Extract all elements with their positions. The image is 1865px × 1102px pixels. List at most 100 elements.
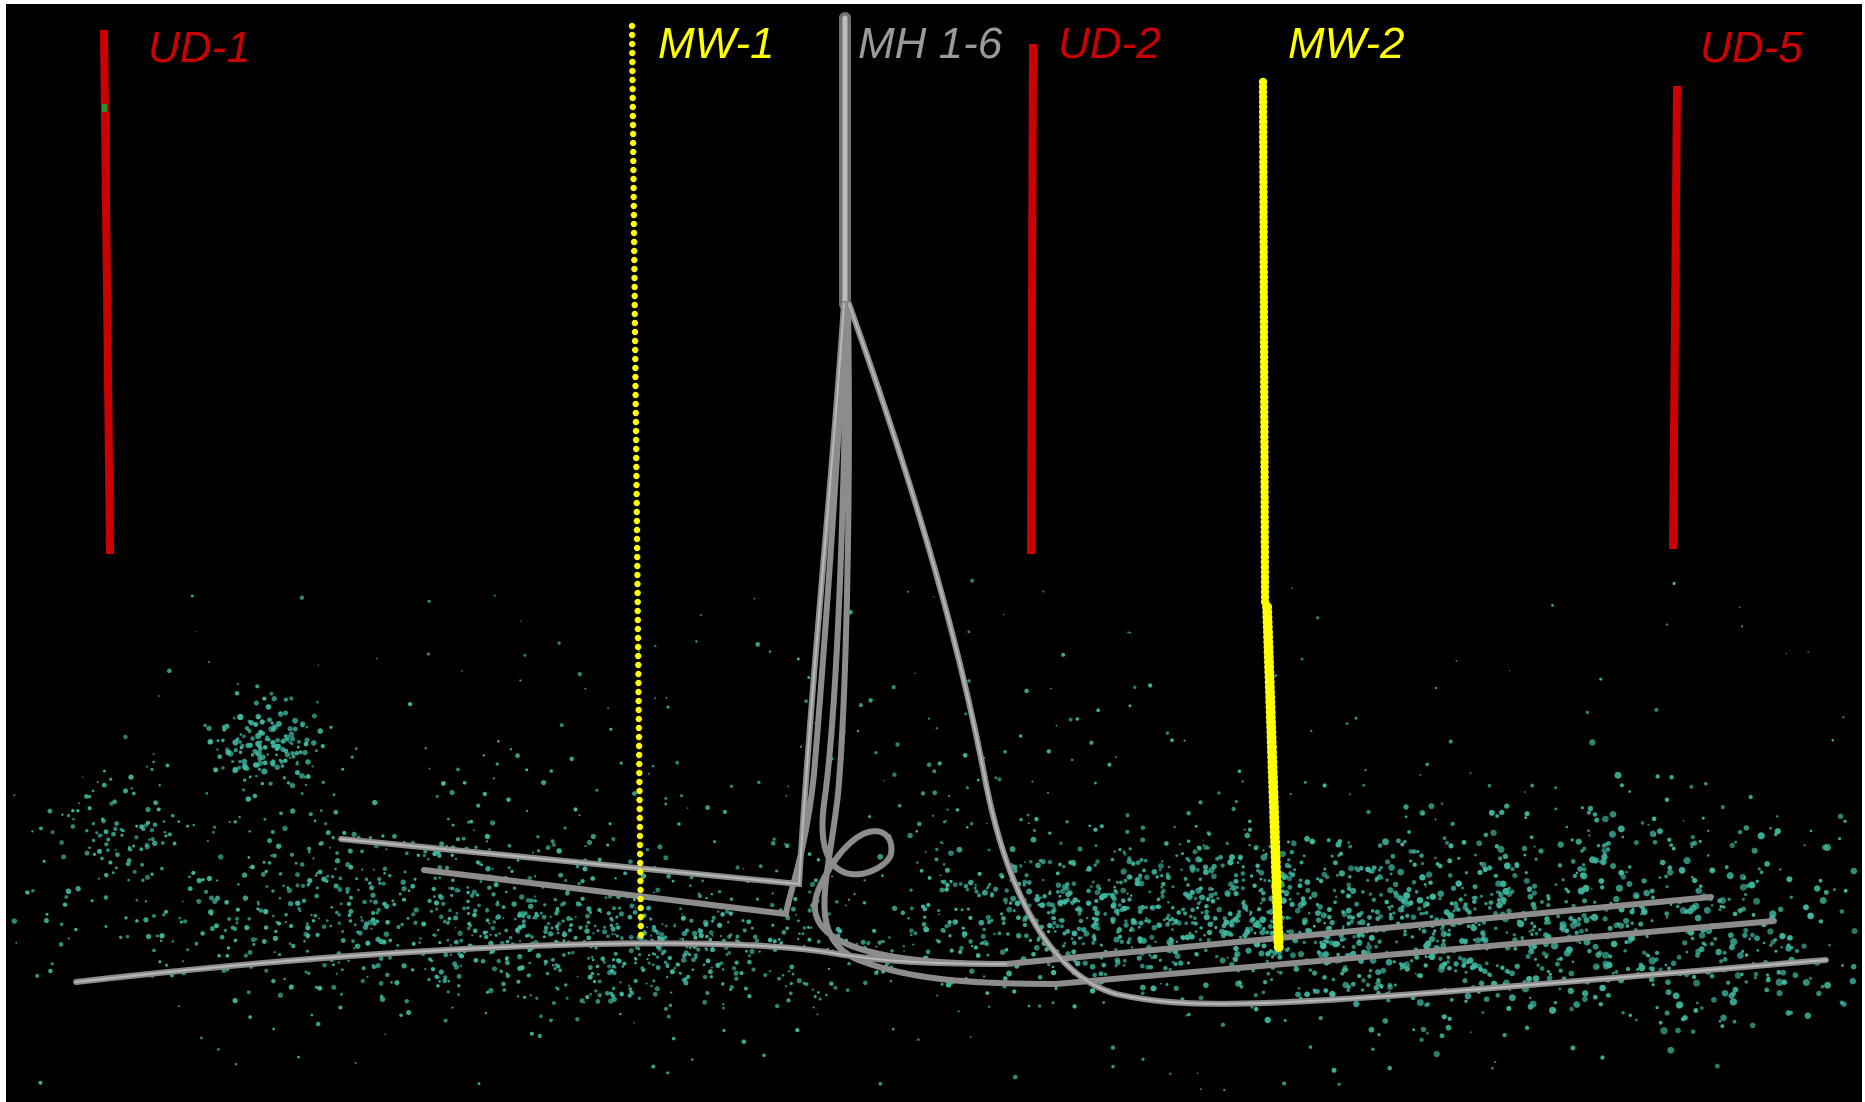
microseismic-event [1381,877,1384,880]
microseismic-event [1237,909,1242,914]
microseismic-event [1370,909,1375,913]
microseismic-event [1055,724,1058,727]
microseismic-event [770,840,776,846]
microseismic-event [932,769,937,774]
microseismic-event [763,973,768,978]
microseismic-event [222,725,226,729]
microseismic-event [1027,822,1030,825]
microseismic-event [1651,816,1657,822]
microseismic-event [708,937,713,942]
microseismic-event [816,939,821,944]
microseismic-event [224,723,230,729]
microseismic-event [109,801,114,806]
well-mh-1-6 [73,12,1829,1007]
microseismic-event [731,966,737,971]
microseismic-event [1419,912,1423,916]
microseismic-event [1513,946,1518,951]
microseismic-event [710,892,714,896]
microseismic-event [903,950,905,952]
microseismic-event [1748,881,1756,889]
microseismic-event [1634,1018,1638,1022]
microseismic-event [1447,932,1451,937]
microseismic-event [287,901,294,907]
microseismic-event [1573,1001,1581,1008]
microseismic-event [354,923,357,927]
microseismic-event [1494,844,1500,849]
microseismic-event [103,829,109,835]
microseismic-event [1287,864,1292,869]
microseismic-event [969,968,975,974]
microseismic-event [1598,860,1601,863]
microseismic-event [495,914,502,920]
microseismic-event [1024,688,1029,694]
microseismic-event [1166,921,1170,925]
microseismic-event [563,826,567,830]
microseismic-event [299,721,306,727]
microseismic-event [1307,912,1311,915]
microseismic-event [1625,870,1628,874]
microseismic-event [683,980,689,986]
microseismic-event [1565,825,1569,829]
microseismic-event [1471,923,1475,927]
microseismic-event [1587,805,1594,812]
microseismic-event [152,913,156,918]
microseismic-event [361,966,366,971]
microseismic-event [1528,996,1532,1000]
microseismic-event [592,932,595,935]
microseismic-event [1241,878,1246,882]
microseismic-event [1474,853,1477,857]
microseismic-event [1373,985,1379,991]
microseismic-event [1226,930,1232,937]
microseismic-event [791,972,795,976]
microseismic-event [632,898,636,902]
microseismic-event [1055,924,1060,929]
microseismic-event [181,960,184,963]
microseismic-event [472,829,476,832]
microseismic-event [1338,851,1343,856]
microseismic-event [1292,840,1294,842]
microseismic-event [453,964,460,970]
microseismic-event [1416,999,1424,1007]
microseismic-event [454,887,460,893]
microseismic-event [443,919,446,922]
microseismic-event [1543,932,1549,938]
microseismic-event [282,776,287,780]
microseismic-event [368,836,372,840]
microseismic-event [1580,849,1584,853]
microseismic-event [243,953,248,958]
microseismic-event [920,904,926,909]
microseismic-event [651,1064,656,1069]
microseismic-event [1095,926,1101,931]
microseismic-event [1429,914,1434,919]
microseismic-event [1327,907,1332,912]
microseismic-event [457,930,463,936]
microseismic-event [940,880,944,883]
microseismic-event [1769,827,1772,830]
microseismic-event [1290,952,1296,959]
microseismic-event [1122,963,1126,967]
microseismic-event [108,860,113,865]
microseismic-event [317,728,324,734]
microseismic-event [267,861,272,865]
microseismic-event [1185,856,1190,861]
microseismic-event [1448,739,1453,744]
microseismic-event [1286,875,1293,882]
microseismic-event [1215,954,1219,959]
microseismic-event [1054,930,1057,933]
microseismic-event [457,984,461,988]
microseismic-event [1214,925,1218,930]
microseismic-event [1312,970,1318,976]
well-mw2-trajectory [1258,77,1284,952]
microseismic-event [1561,878,1565,882]
microseismic-event [691,1058,694,1061]
microseismic-event [1254,923,1259,929]
microseismic-event [178,916,182,920]
microseismic-event [1534,931,1539,936]
microseismic-event [308,812,313,817]
microseismic-event [722,809,727,814]
microseismic-event [967,630,971,634]
microseismic-event [247,856,251,859]
microseismic-event [664,796,668,800]
microseismic-event [543,963,547,967]
microseismic-event [978,919,985,926]
